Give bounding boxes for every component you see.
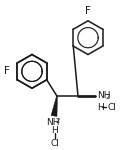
Text: 2: 2: [56, 118, 60, 124]
Text: NH: NH: [46, 118, 60, 127]
Text: H: H: [97, 103, 104, 112]
Text: 2: 2: [105, 94, 110, 100]
Text: NH: NH: [97, 91, 111, 100]
Text: Cl: Cl: [51, 139, 59, 148]
Text: F: F: [85, 6, 91, 16]
Text: Cl: Cl: [107, 103, 116, 112]
Text: F: F: [4, 66, 10, 76]
Text: H: H: [52, 126, 58, 135]
Polygon shape: [51, 96, 57, 116]
